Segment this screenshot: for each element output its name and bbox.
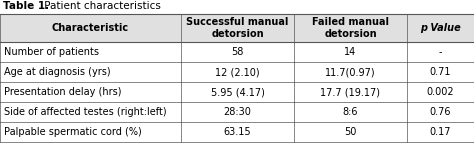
Text: Age at diagnosis (yrs): Age at diagnosis (yrs) — [4, 67, 110, 77]
Text: Presentation delay (hrs): Presentation delay (hrs) — [4, 87, 121, 97]
Bar — [294, 14, 407, 42]
Text: Number of patients: Number of patients — [4, 47, 99, 57]
Text: -: - — [439, 47, 442, 57]
Bar — [181, 14, 294, 42]
Text: 63.15: 63.15 — [224, 127, 251, 137]
Text: 0.002: 0.002 — [427, 87, 454, 97]
Text: p Value: p Value — [420, 23, 461, 33]
Text: Characteristic: Characteristic — [52, 23, 129, 33]
Text: 0.17: 0.17 — [430, 127, 451, 137]
Text: 0.76: 0.76 — [430, 107, 451, 117]
Text: 14: 14 — [345, 47, 356, 57]
Text: 8:6: 8:6 — [343, 107, 358, 117]
Bar — [407, 14, 474, 42]
Text: Patient characteristics: Patient characteristics — [41, 1, 161, 11]
Text: 11.7(0.97): 11.7(0.97) — [325, 67, 376, 77]
Text: Failed manual
detorsion: Failed manual detorsion — [312, 17, 389, 39]
Text: 17.7 (19.17): 17.7 (19.17) — [320, 87, 381, 97]
Text: 58: 58 — [231, 47, 244, 57]
Text: 0.71: 0.71 — [430, 67, 451, 77]
Text: 50: 50 — [344, 127, 357, 137]
Text: 28:30: 28:30 — [224, 107, 251, 117]
Bar — [0, 14, 181, 42]
Text: Palpable spermatic cord (%): Palpable spermatic cord (%) — [4, 127, 142, 137]
Text: 5.95 (4.17): 5.95 (4.17) — [210, 87, 264, 97]
Text: Side of affected testes (right:left): Side of affected testes (right:left) — [4, 107, 167, 117]
Text: Table 1.: Table 1. — [3, 1, 49, 11]
Text: 12 (2.10): 12 (2.10) — [215, 67, 260, 77]
Text: Successful manual
detorsion: Successful manual detorsion — [186, 17, 289, 39]
